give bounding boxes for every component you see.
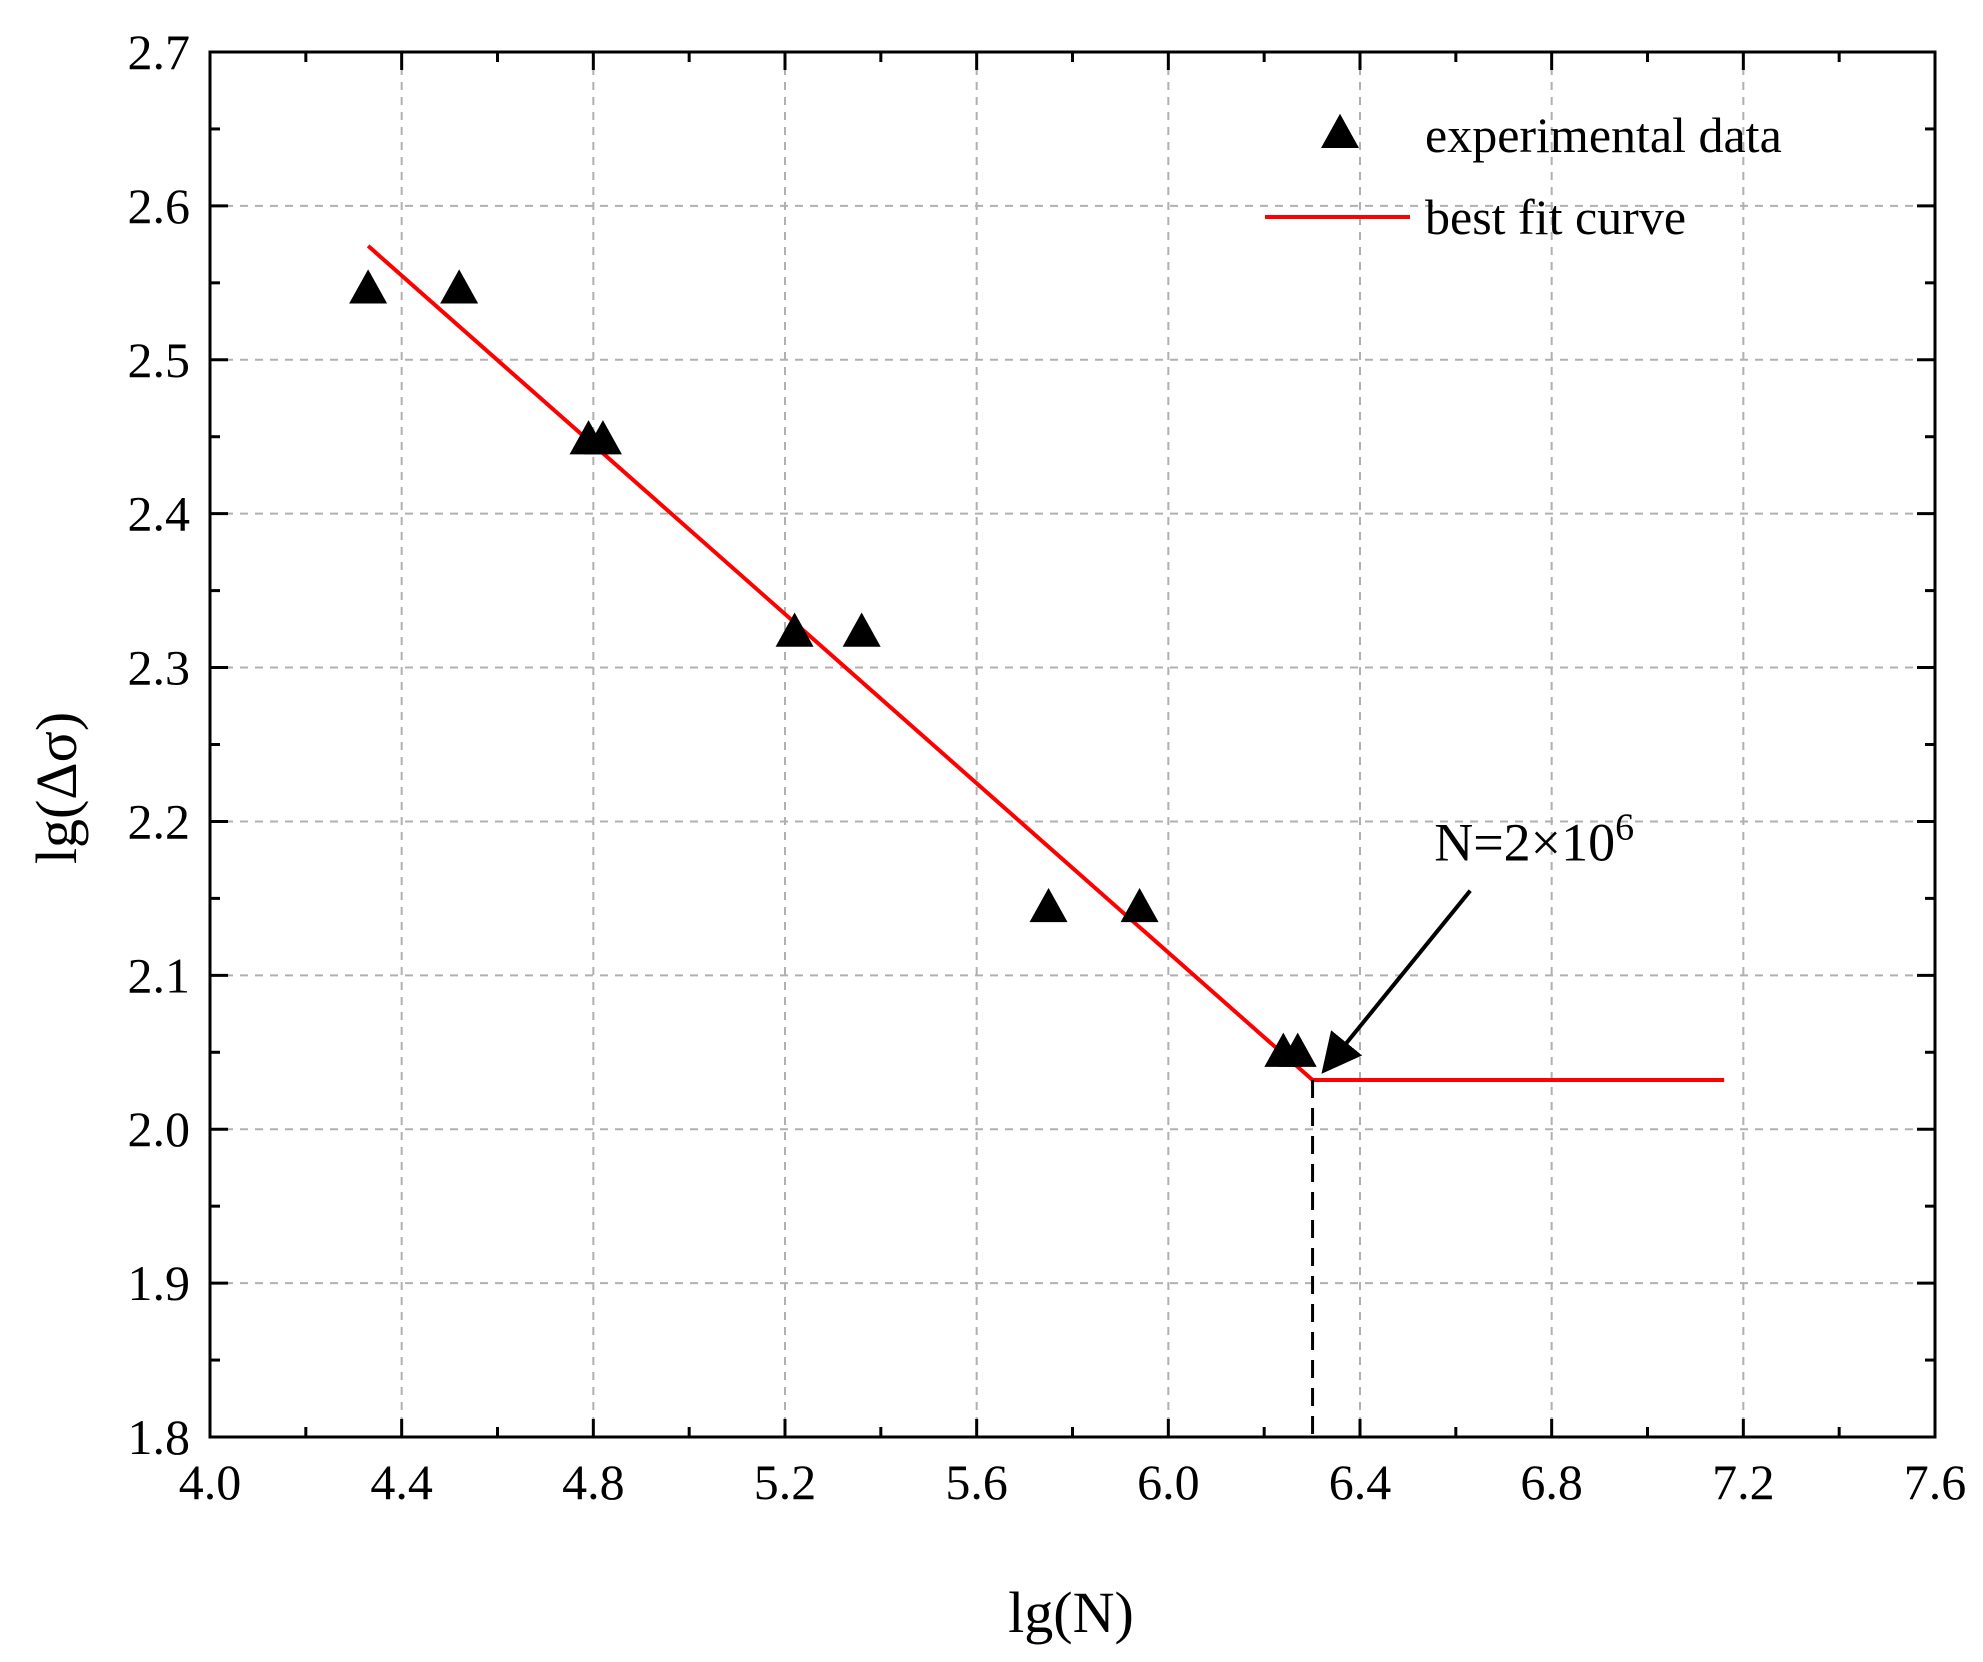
x-tick-label: 6.8 xyxy=(1520,1454,1583,1510)
annotation-main-text: N=2×10 xyxy=(1434,813,1615,873)
x-tick-label: 7.2 xyxy=(1712,1454,1775,1510)
data-point xyxy=(1278,1032,1317,1067)
x-tick-label: 4.0 xyxy=(179,1454,242,1510)
annotation-arrow xyxy=(1321,889,1472,1074)
y-tick-label: 1.8 xyxy=(128,1409,191,1465)
y-tick-label: 2.4 xyxy=(128,486,191,542)
data-point xyxy=(775,612,814,647)
y-tick-label: 2.7 xyxy=(128,24,191,80)
x-tick-label: 5.2 xyxy=(754,1454,817,1510)
best-fit-line xyxy=(366,244,1725,1082)
data-point xyxy=(349,269,388,304)
axes-layer: 4.0 4.4 4.8 5.2 5.6 6.0 6.4 6.8 7.2 7.6 1.8 1.9 2.0 2… xyxy=(128,24,1967,1510)
legend-label-best-fit-curve: best fit curve xyxy=(1425,189,1686,245)
y-tick-label: 2.6 xyxy=(128,178,191,234)
x-tick-label: 4.8 xyxy=(562,1454,625,1510)
annotation-label: N=2×106 xyxy=(1434,807,1634,873)
y-tick-label: 2.0 xyxy=(128,1101,191,1157)
plot-frame xyxy=(208,50,1937,1439)
legend: experimental data best fit curve xyxy=(1265,107,1782,245)
y-tick-label: 2.2 xyxy=(128,793,191,849)
legend-symbol-experimental-data xyxy=(1321,113,1359,148)
annotation-layer: N=2×106 xyxy=(1311,807,1634,1437)
y-tick-label: 1.9 xyxy=(128,1255,191,1311)
data-point xyxy=(583,420,622,455)
x-tick-label: 7.6 xyxy=(1904,1454,1967,1510)
data-point xyxy=(1029,887,1068,923)
grid-layer xyxy=(210,52,1935,1437)
x-tick-label: 4.4 xyxy=(370,1454,433,1510)
data-point xyxy=(842,612,881,647)
x-tick-label: 6.4 xyxy=(1329,1454,1392,1510)
y-tick-label: 2.3 xyxy=(128,640,191,696)
annotation-superscript: 6 xyxy=(1615,807,1634,849)
data-point xyxy=(440,269,479,304)
y-tick-label: 2.5 xyxy=(128,332,191,388)
data-point xyxy=(1120,887,1159,923)
x-tick-label: 6.0 xyxy=(1137,1454,1200,1510)
y-axis-label: lg(Δσ) xyxy=(24,712,89,864)
series-layer xyxy=(349,244,1725,1082)
y-tick-label: 2.1 xyxy=(128,947,191,1003)
x-axis-label: lg(N) xyxy=(1008,1580,1134,1645)
x-tick-label: 5.6 xyxy=(945,1454,1008,1510)
legend-label-experimental-data: experimental data xyxy=(1425,107,1782,163)
